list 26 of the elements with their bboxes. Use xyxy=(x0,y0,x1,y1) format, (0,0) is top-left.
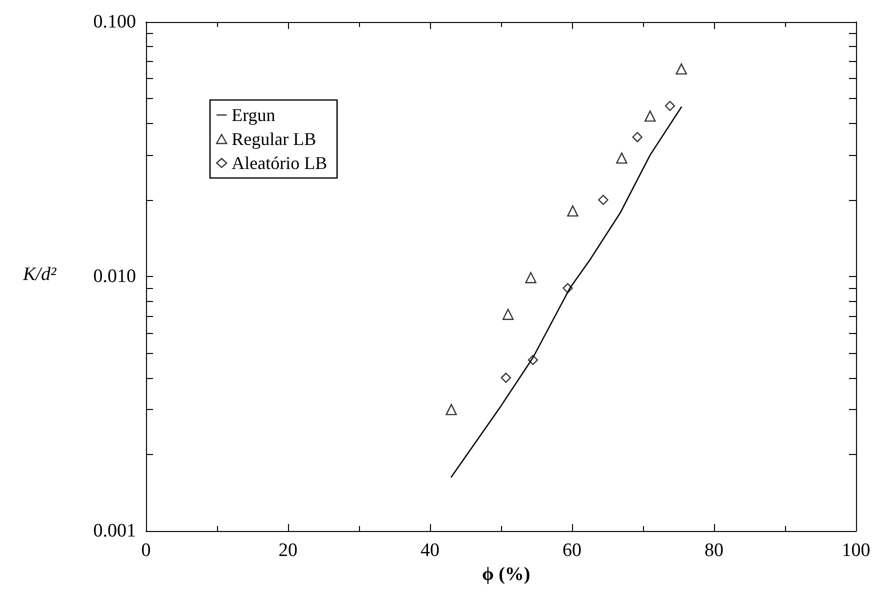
point xyxy=(676,63,687,75)
point xyxy=(446,404,457,416)
x-tick-label: 100 xyxy=(842,540,870,561)
point xyxy=(598,194,608,205)
y-tick-label: 0.001 xyxy=(93,520,136,542)
x-tick-label: 20 xyxy=(278,540,298,561)
y-tick-label: 0.100 xyxy=(93,12,136,32)
line-series xyxy=(450,106,682,478)
point xyxy=(644,110,656,122)
x-tick-label: 80 xyxy=(704,540,724,561)
point xyxy=(567,205,578,217)
point xyxy=(664,100,676,112)
x-tick-label: 60 xyxy=(562,540,582,561)
point xyxy=(616,152,628,164)
y-axis-title: K/d² xyxy=(22,264,56,285)
legend-label: Regular LB xyxy=(232,129,316,149)
y-tick-label: 0.010 xyxy=(93,266,136,287)
x-tick-label: 0 xyxy=(141,540,151,561)
point xyxy=(525,272,536,284)
legend-label: Aleatório LB xyxy=(232,153,328,173)
point xyxy=(632,132,642,142)
point xyxy=(500,372,512,383)
legend-label: Ergun xyxy=(232,105,276,125)
point xyxy=(502,308,514,320)
x-axis-title: ϕ (%) xyxy=(482,564,530,585)
x-tick-label: 40 xyxy=(420,540,440,561)
